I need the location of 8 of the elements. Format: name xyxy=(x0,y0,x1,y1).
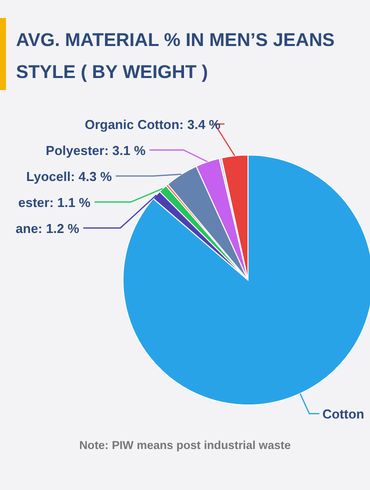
slice-label: Cotton xyxy=(322,406,364,422)
slice-label: Polyester: 3.1 % xyxy=(46,143,146,158)
slice-label: ane: 1.2 % xyxy=(16,221,80,236)
slice-label: Organic Cotton: 3.4 % xyxy=(84,117,221,132)
chart-title: AVG. MATERIAL % IN MEN’S JEANS STYLE ( BY WEIGHT ) xyxy=(16,28,336,84)
text: Note: PIW means post industrial waste xyxy=(78,440,292,452)
slice-label: ester: 1.1 % xyxy=(18,195,91,210)
slice-label: Lyocell: 4.3 % xyxy=(26,169,112,184)
